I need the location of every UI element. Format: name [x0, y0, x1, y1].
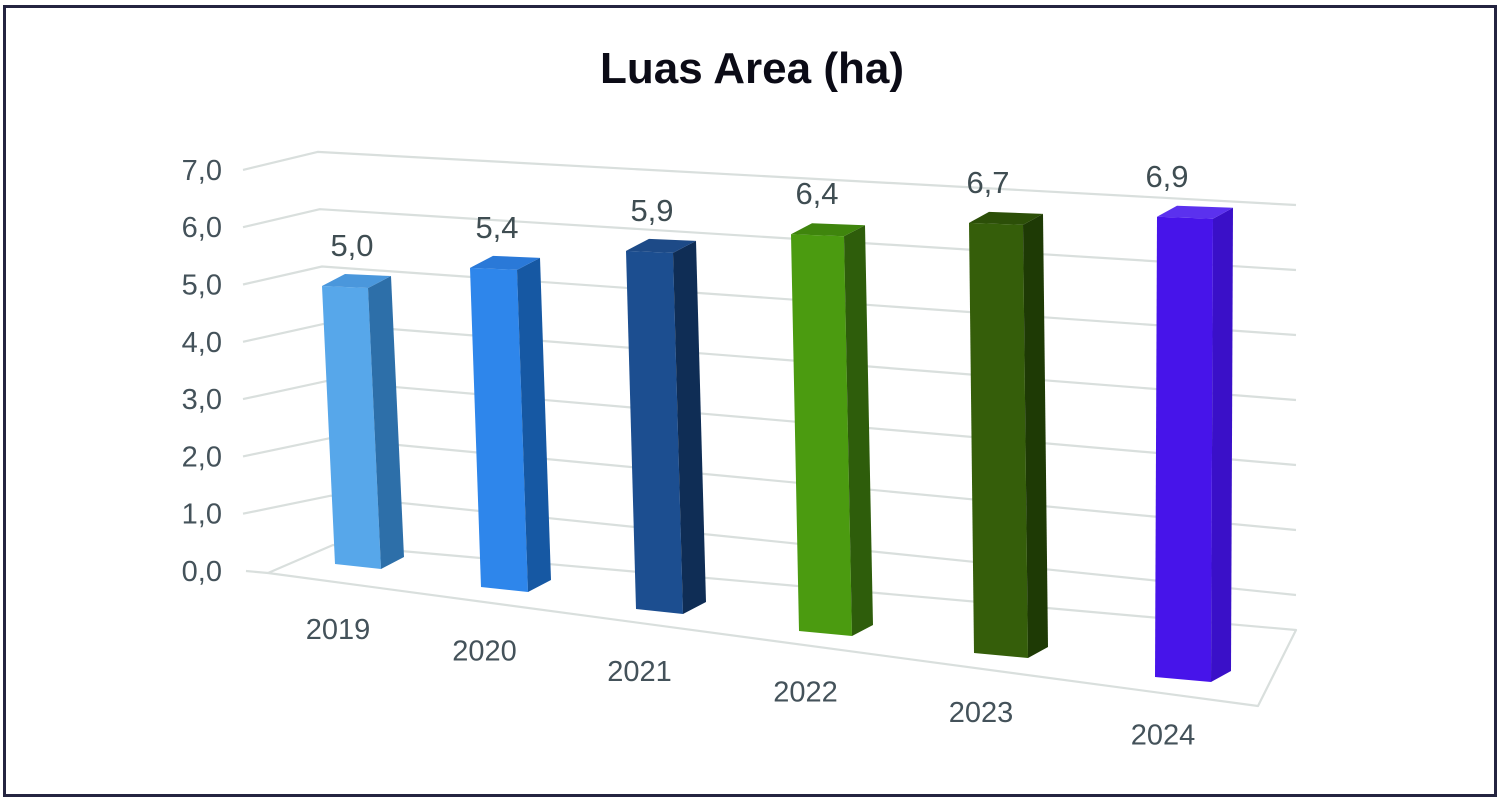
category-label-2024: 2024: [1131, 720, 1196, 752]
bar-2024: [1155, 205, 1233, 682]
bar-2020-top: [470, 255, 540, 270]
data-label-2024: 6,9: [1145, 159, 1188, 194]
data-label-2020: 5,4: [475, 210, 518, 245]
bar-2023-side: [1023, 213, 1048, 659]
bar-2021-top: [626, 238, 696, 253]
gridline-6: [242, 208, 1297, 272]
x-axis-labels: 2019 2020 2021 2022 2023 2024: [306, 614, 1196, 752]
data-label-2022: 6,4: [795, 176, 838, 211]
bar-2023-front: [969, 222, 1028, 659]
bar-2020-side: [517, 257, 551, 592]
bar-2023: [969, 211, 1048, 659]
ytick-label-5_0: 5,0: [182, 270, 222, 302]
gridline-7: [242, 150, 1297, 207]
chart-border: [3, 5, 1497, 797]
bar-2024-front: [1155, 216, 1213, 682]
category-label-2023: 2023: [949, 697, 1014, 729]
ytick-label-4_0: 4,0: [182, 327, 222, 359]
ytick-label-7_0: 7,0: [182, 155, 222, 187]
bar-2022-side: [844, 225, 873, 636]
bar-2022-top: [791, 223, 865, 237]
category-label-2022: 2022: [773, 677, 838, 709]
ytick-label-0_0: 0,0: [182, 556, 222, 588]
ytick-label-1_0: 1,0: [182, 499, 222, 531]
bar-2019-front: [322, 286, 381, 569]
bar-2020: [470, 255, 551, 592]
data-label-2019: 5,0: [330, 228, 373, 263]
bar-2019-side: [368, 276, 404, 569]
bar-2024-side: [1211, 207, 1233, 682]
chart-title: Luas Area (ha): [600, 44, 904, 93]
data-label-2023: 6,7: [966, 165, 1009, 200]
ytick-label-2_0: 2,0: [182, 441, 222, 473]
data-labels: 5,0 5,4 5,9 6,4 6,7 6,9: [330, 159, 1188, 263]
bar-2024-top: [1157, 205, 1233, 219]
category-label-2020: 2020: [452, 636, 517, 668]
category-label-2021: 2021: [607, 656, 672, 688]
bar-2022-front: [791, 234, 852, 636]
y-axis-labels: 0,0 1,0 2,0 3,0 4,0 5,0 6,0 7,0: [182, 155, 222, 588]
bar-2022: [791, 223, 873, 636]
bar-2019: [322, 274, 404, 569]
category-label-2019: 2019: [306, 614, 371, 646]
bar-2023-top: [969, 211, 1043, 225]
bar-2021-side: [673, 240, 706, 614]
gridline-5: [242, 265, 1297, 337]
bars: [322, 205, 1233, 682]
bar-2019-top: [322, 274, 391, 288]
ytick-label-3_0: 3,0: [182, 384, 222, 416]
data-label-2021: 5,9: [630, 193, 673, 228]
bar-2021: [626, 238, 706, 614]
gridline-0-lead: [245, 569, 269, 575]
bar-2020-front: [470, 267, 528, 592]
ytick-label-6_0: 6,0: [182, 212, 222, 244]
bar-2021-front: [626, 250, 683, 614]
gridline-3: [242, 380, 1297, 467]
